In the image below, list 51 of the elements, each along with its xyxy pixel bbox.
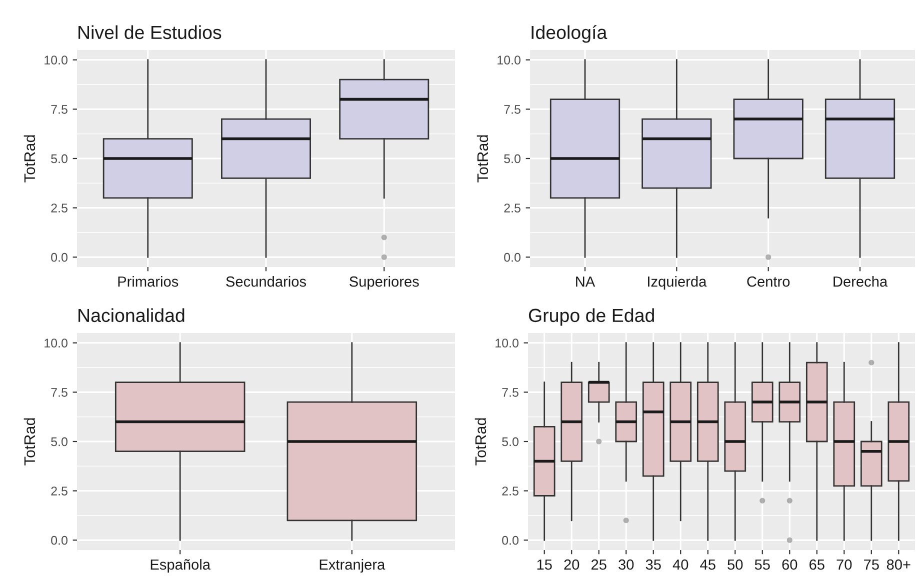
x-tick-label: 55 [754, 560, 770, 570]
x-tick-label: 65 [810, 559, 824, 570]
y-tick-label: 7.5 [51, 388, 68, 397]
x-tick-label: 80+ [886, 559, 910, 570]
y-axis-title: TotRad [24, 135, 36, 182]
x-tick-label: 30 [618, 559, 634, 570]
y-tick-label: 2.5 [504, 204, 520, 212]
y-tick-label: 2.5 [51, 204, 68, 212]
x-tick-label: 35 [646, 559, 661, 570]
x-tick-label: 70 [836, 559, 852, 570]
y-tick-label: 0.0 [51, 252, 68, 262]
x-tick-label: Derecha [834, 276, 888, 287]
y-tick-label: 0.0 [51, 536, 68, 545]
y-tick-label: 5.0 [51, 437, 68, 446]
y-axis-title: TotRad [474, 418, 486, 466]
x-tick-label: 25 [591, 559, 606, 570]
x-tick-label: Española [150, 559, 210, 573]
x-tick-label: 50 [728, 559, 743, 570]
y-tick-label: 10.0 [498, 56, 520, 65]
y-tick-label: 10.0 [44, 56, 68, 65]
y-tick-label: 7.5 [504, 105, 520, 114]
chart-title: Ideología [532, 25, 608, 43]
x-tick-label: Extranjera [320, 559, 386, 573]
y-tick-label: 10.0 [44, 338, 68, 348]
x-tick-label: Centro [747, 276, 790, 287]
y-tick-label: 2.5 [51, 486, 68, 496]
x-tick-label: 20 [564, 559, 580, 570]
y-tick-label: 7.5 [502, 388, 518, 397]
x-tick-label: Superiores [350, 276, 419, 290]
chart-title: Nacionalidad [78, 308, 184, 322]
x-tick-label: NA [576, 276, 596, 287]
y-tick-label: 0.0 [502, 536, 518, 545]
y-tick-label: 10.0 [496, 338, 518, 348]
x-tick-label: Secundarios [226, 276, 306, 287]
chart-title: Grupo de Edad [528, 308, 654, 326]
x-tick-label: 75 [864, 560, 879, 570]
y-tick-label: 0.0 [504, 252, 520, 262]
y-tick-label: 5.0 [502, 437, 518, 446]
x-tick-label: Primarios [118, 276, 178, 287]
x-tick-label: Izquierda [648, 276, 707, 290]
y-axis-title: TotRad [24, 418, 36, 466]
x-tick-label: 60 [782, 559, 798, 570]
x-tick-label: 15 [537, 560, 552, 570]
x-tick-label: 45 [700, 560, 716, 570]
y-tick-label: 7.5 [51, 105, 68, 114]
chart-title: Nivel de Estudios [78, 25, 222, 40]
y-axis-title: TotRad [476, 135, 488, 182]
x-tick-label: 40 [672, 559, 688, 570]
y-tick-label: 5.0 [504, 154, 520, 164]
y-tick-label: 5.0 [51, 154, 68, 164]
y-tick-label: 2.5 [502, 486, 518, 496]
